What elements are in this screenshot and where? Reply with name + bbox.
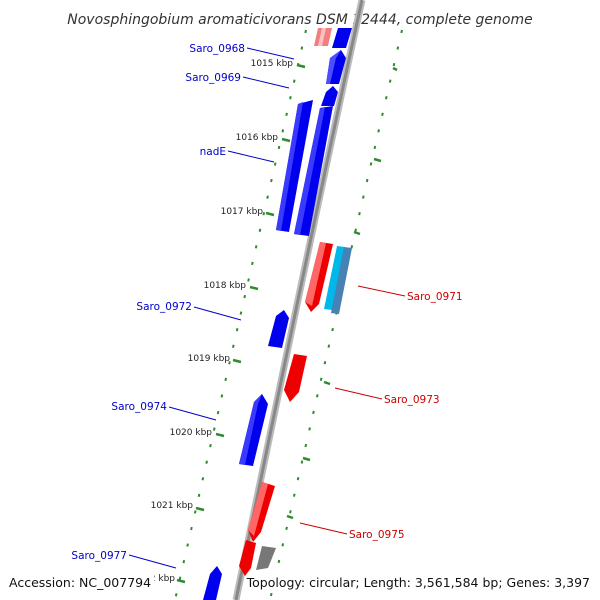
kbp-tick: [392, 66, 398, 72]
gene-partial-highlight: [318, 28, 326, 46]
kbp-tick: [323, 380, 331, 386]
accession-backdrop: [6, 574, 154, 592]
gene-red-lower[interactable]: [239, 540, 256, 576]
gene-saro-0971-shade: [305, 242, 326, 306]
leader-saro-0969: [242, 76, 290, 89]
kbp-tick: [373, 157, 382, 163]
gene-saro-0975-shade: [248, 482, 268, 536]
summary-backdrop: [258, 574, 596, 592]
label-nade[interactable]: nadE: [200, 146, 226, 158]
genome-backbone: [232, 0, 366, 600]
kbp-tick: [296, 63, 306, 69]
leader-saro-0973: [334, 387, 383, 400]
gene-saro-0972[interactable]: [268, 310, 289, 348]
label-leaders: [128, 47, 406, 569]
forward-genes: [203, 50, 346, 600]
kbp-tick: [281, 137, 291, 143]
kbp-label-1015: 1015 kbp: [251, 59, 294, 69]
leader-saro-0968: [246, 47, 295, 60]
gene-gray[interactable]: [256, 546, 276, 570]
kbp-tick: [195, 506, 205, 512]
gene-saro-0969[interactable]: [321, 86, 338, 106]
label-saro-0973[interactable]: Saro_0973: [384, 394, 440, 406]
kbp-tick: [286, 514, 294, 520]
kbp-label-1019: 1019 kbp: [188, 354, 231, 364]
label-saro-0977[interactable]: Saro_0977: [71, 550, 127, 562]
leader-saro-0974: [168, 406, 217, 421]
label-saro-0974[interactable]: Saro_0974: [111, 401, 167, 413]
backbone-line: [234, 0, 364, 600]
kbp-tick: [302, 456, 311, 462]
leader-saro-0975: [299, 522, 348, 535]
kbp-label-1018: 1018 kbp: [204, 281, 247, 291]
kbp-label-1016: 1016 kbp: [236, 133, 279, 143]
leader-saro-0972: [193, 306, 242, 321]
kbp-tick: [176, 578, 186, 584]
label-saro-0975[interactable]: Saro_0975: [349, 529, 405, 541]
reverse-genes: [239, 242, 352, 576]
gene-partial-blue[interactable]: [332, 28, 352, 48]
gene-steelblue[interactable]: [331, 247, 352, 314]
leader-nade: [227, 150, 275, 163]
gene-saro-0977[interactable]: [203, 566, 222, 600]
leader-saro-0977: [128, 554, 177, 569]
gene-nade-second-shade: [294, 107, 325, 235]
gene-saro-0968-shade: [326, 50, 341, 84]
gene-saro-0973[interactable]: [284, 354, 307, 402]
label-saro-0972[interactable]: Saro_0972: [136, 301, 192, 313]
gene-nade-shade: [276, 102, 303, 231]
kbp-label-1020: 1020 kbp: [170, 428, 213, 438]
label-saro-0969[interactable]: Saro_0969: [185, 72, 241, 84]
genome-summary-text: Topology: circular; Length: 3,561,584 bp…: [246, 575, 590, 590]
leader-saro-0971: [357, 285, 406, 297]
kbp-tick: [215, 432, 225, 438]
kbp-tick: [265, 211, 275, 217]
map-title: Novosphingobium aromaticivorans DSM 1244…: [67, 12, 532, 28]
accession-text: Accession: NC_007794: [9, 575, 151, 590]
kbp-tick: [249, 285, 259, 291]
gene-cyan[interactable]: [324, 246, 345, 310]
kbp-label-1021: 1021 kbp: [151, 501, 194, 511]
kbp-label-1017: 1017 kbp: [221, 207, 264, 217]
kbp-tick: [232, 358, 242, 364]
label-saro-0968[interactable]: Saro_0968: [189, 43, 245, 55]
gene-saro-0974-shade: [239, 394, 262, 465]
label-saro-0971[interactable]: Saro_0971: [407, 291, 463, 303]
kbp-tick: [353, 230, 361, 236]
kbp-ticks: [176, 63, 398, 584]
